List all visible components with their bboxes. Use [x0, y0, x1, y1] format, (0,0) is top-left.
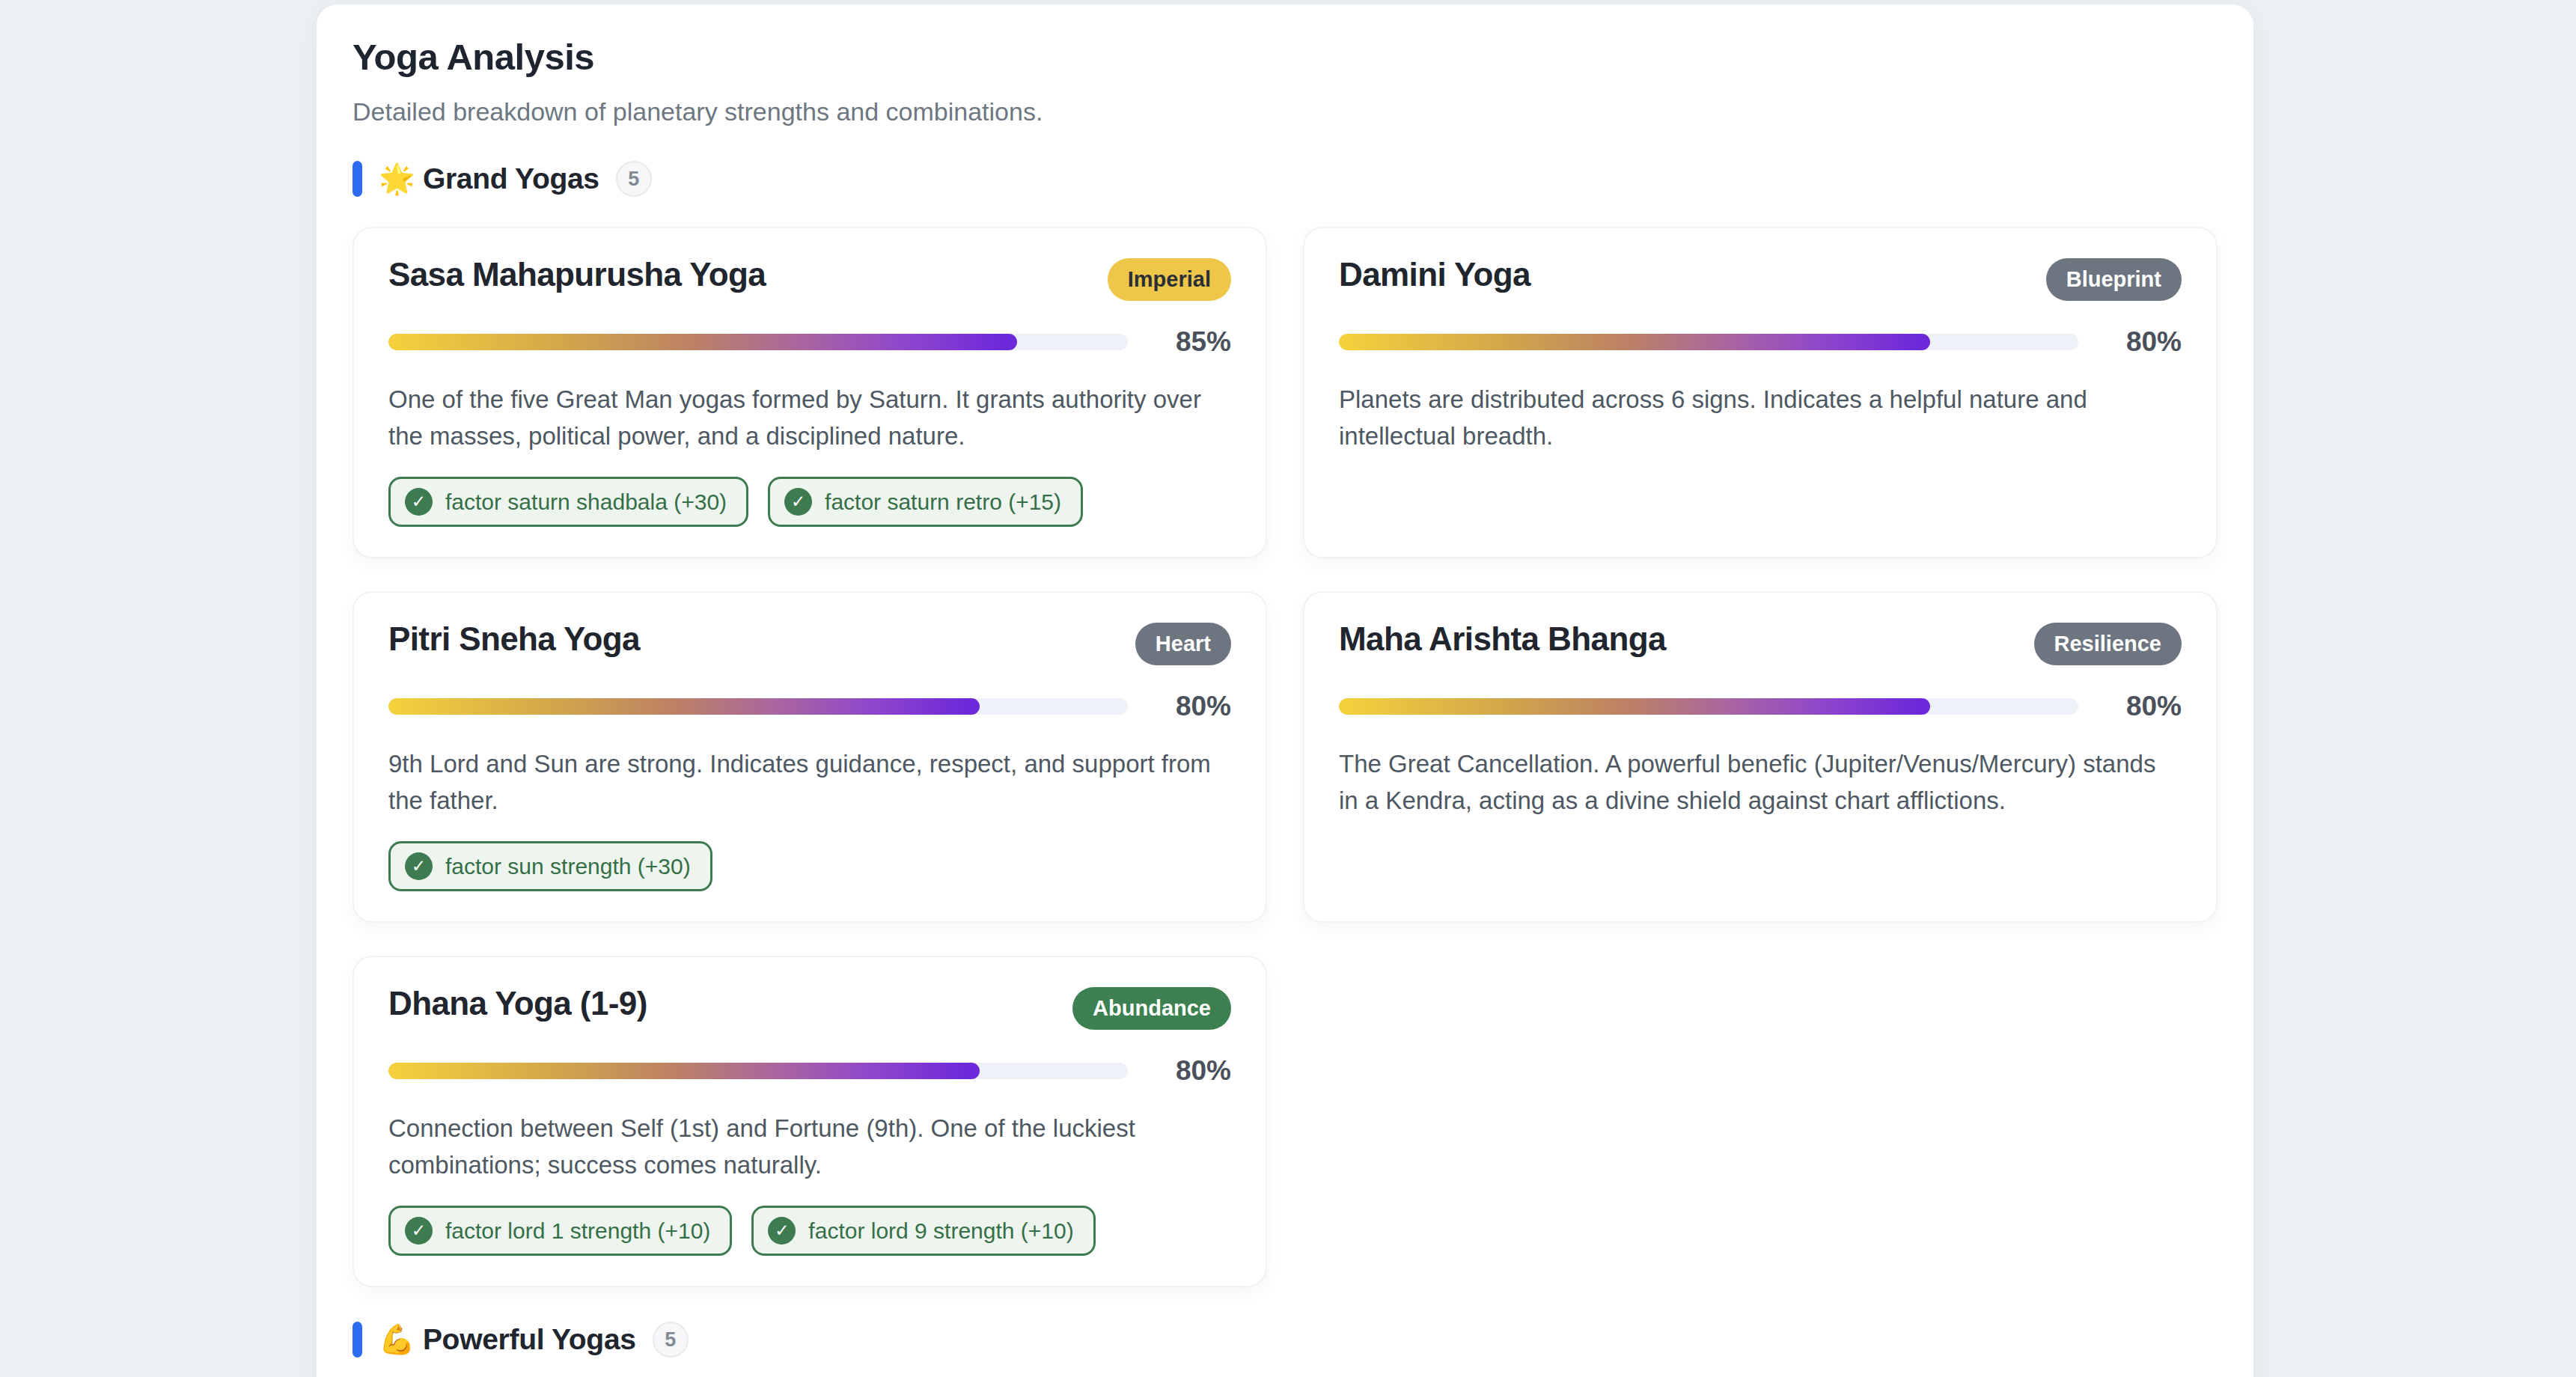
factor-tag-label: factor lord 9 strength (+10): [808, 1218, 1073, 1243]
check-circle-icon: ✓: [784, 488, 812, 516]
strength-bar-row: 80%: [1339, 326, 2182, 358]
card-description: Connection between Self (1st) and Fortun…: [388, 1111, 1231, 1183]
section-count-badge: 5: [616, 161, 652, 197]
card-description: One of the five Great Man yogas formed b…: [388, 382, 1231, 454]
check-circle-icon: ✓: [405, 488, 433, 516]
strength-bar-fill: [388, 334, 1017, 350]
yoga-card: Sasa Mahapurusha Yoga Imperial 85% One of t…: [352, 227, 1267, 558]
section-accent-bar: [352, 1322, 362, 1358]
section-title: 💪 Powerful Yogas: [379, 1322, 636, 1357]
section-count-badge: 5: [653, 1322, 689, 1358]
strength-bar-row: 80%: [388, 1055, 1231, 1087]
page-title: Yoga Analysis: [352, 36, 2218, 78]
strength-bar-track: [388, 1063, 1128, 1079]
factor-tags-row: ✓ factor saturn shadbala (+30) ✓ factor sat…: [388, 477, 1231, 527]
check-circle-icon: ✓: [405, 852, 433, 880]
check-circle-icon: ✓: [768, 1217, 796, 1245]
card-description: The Great Cancellation. A powerful benef…: [1339, 746, 2182, 819]
page-subtitle: Detailed breakdown of planetary strength…: [352, 97, 2218, 126]
factor-tag: ✓ factor lord 9 strength (+10): [751, 1206, 1095, 1256]
strength-bar-row: 80%: [1339, 691, 2182, 722]
section-accent-bar: [352, 161, 362, 197]
card-title: Damini Yoga: [1339, 257, 1530, 293]
card-title: Sasa Mahapurusha Yoga: [388, 257, 766, 293]
section-emoji-icon: 🌟: [379, 162, 423, 195]
section-header: 🌟 Grand Yogas 5: [352, 161, 2218, 197]
factor-tag-label: factor sun strength (+30): [445, 854, 691, 879]
factor-tag: ✓ factor saturn retro (+15): [768, 477, 1083, 527]
yoga-analysis-panel: Yoga Analysis Detailed breakdown of plan…: [317, 4, 2253, 1377]
strength-bar-fill: [1339, 334, 1930, 350]
strength-bar-row: 80%: [388, 691, 1231, 722]
card-header: Sasa Mahapurusha Yoga Imperial: [388, 257, 1231, 301]
card-title: Maha Arishta Bhanga: [1339, 621, 1666, 657]
factor-tag-label: factor lord 1 strength (+10): [445, 1218, 710, 1243]
factor-tags-row: ✓ factor sun strength (+30): [388, 841, 1231, 891]
card-title: Dhana Yoga (1-9): [388, 986, 647, 1022]
strength-bar-track: [1339, 334, 2078, 350]
strength-bar-track: [388, 698, 1128, 715]
card-description: Planets are distributed across 6 signs. …: [1339, 382, 2182, 454]
card-badge: Resilience: [2034, 623, 2182, 665]
card-badge: Blueprint: [2046, 258, 2182, 301]
card-badge: Abundance: [1072, 987, 1231, 1030]
yoga-card: Dhana Yoga (1-9) Abundance 80% Connection b…: [352, 956, 1267, 1287]
strength-bar-fill: [388, 698, 980, 715]
section-header: 💪 Powerful Yogas 5: [352, 1322, 2218, 1358]
card-header: Dhana Yoga (1-9) Abundance: [388, 986, 1231, 1030]
strength-bar-fill: [388, 1063, 980, 1079]
section-title: 🌟 Grand Yogas: [379, 162, 599, 196]
factor-tag-label: factor saturn retro (+15): [825, 489, 1061, 514]
card-description: 9th Lord and Sun are strong. Indicates g…: [388, 746, 1231, 819]
factor-tag-label: factor saturn shadbala (+30): [445, 489, 727, 514]
card-title: Pitri Sneha Yoga: [388, 621, 640, 657]
yoga-card: Pitri Sneha Yoga Heart 80% 9th Lord and Sun…: [352, 591, 1267, 923]
card-header: Pitri Sneha Yoga Heart: [388, 621, 1231, 665]
strength-percent-label: 80%: [1153, 1055, 1231, 1087]
strength-bar-fill: [1339, 698, 1930, 715]
factor-tags-row: ✓ factor lord 1 strength (+10) ✓ factor lor…: [388, 1206, 1231, 1256]
section-title-label: Grand Yogas: [423, 162, 599, 195]
section-title-label: Powerful Yogas: [423, 1323, 636, 1355]
strength-bar-track: [1339, 698, 2078, 715]
factor-tag: ✓ factor sun strength (+30): [388, 841, 712, 891]
section-emoji-icon: 💪: [379, 1323, 423, 1355]
cards-grid: Sasa Mahapurusha Yoga Imperial 85% One of t…: [352, 227, 2218, 1287]
factor-tag: ✓ factor lord 1 strength (+10): [388, 1206, 732, 1256]
card-badge: Imperial: [1108, 258, 1231, 301]
card-header: Maha Arishta Bhanga Resilience: [1339, 621, 2182, 665]
factor-tag: ✓ factor saturn shadbala (+30): [388, 477, 748, 527]
strength-percent-label: 80%: [2104, 326, 2182, 358]
yoga-card: Maha Arishta Bhanga Resilience 80% The Grea…: [1303, 591, 2218, 923]
card-header: Damini Yoga Blueprint: [1339, 257, 2182, 301]
check-circle-icon: ✓: [405, 1217, 433, 1245]
sections: 🌟 Grand Yogas 5 Sasa Mahapurusha Yoga Imper…: [352, 161, 2218, 1377]
strength-percent-label: 85%: [1153, 326, 1231, 358]
card-badge: Heart: [1135, 623, 1231, 665]
strength-percent-label: 80%: [2104, 691, 2182, 722]
strength-percent-label: 80%: [1153, 691, 1231, 722]
yoga-card: Damini Yoga Blueprint 80% Planets are distr…: [1303, 227, 2218, 558]
strength-bar-row: 85%: [388, 326, 1231, 358]
strength-bar-track: [388, 334, 1128, 350]
